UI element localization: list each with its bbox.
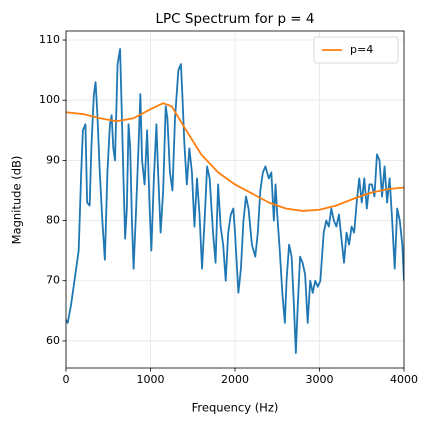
x-tick-label: 0: [63, 373, 70, 386]
chart-title: LPC Spectrum for p = 4: [156, 11, 315, 27]
series-line: [66, 102, 404, 212]
y-axis-label: Magnitude (dB): [10, 156, 24, 245]
x-tick-label: 2000: [221, 373, 249, 386]
legend-box: [313, 36, 399, 64]
x-axis-label: Frequency (Hz): [192, 401, 279, 415]
y-tick-label: 110: [39, 33, 60, 46]
x-tick-label: 4000: [390, 373, 418, 386]
x-tick-label: 1000: [137, 373, 165, 386]
y-tick-label: 90: [46, 153, 60, 166]
y-tick-label: 100: [39, 93, 60, 106]
plot-frame: [65, 30, 405, 369]
y-tick-label: 60: [46, 334, 60, 347]
y-tick-label: 70: [46, 274, 60, 287]
y-tick-label: 80: [46, 214, 60, 227]
legend-label: p=4: [350, 43, 373, 56]
x-tick-label: 3000: [306, 373, 334, 386]
series-line: [66, 48, 404, 354]
